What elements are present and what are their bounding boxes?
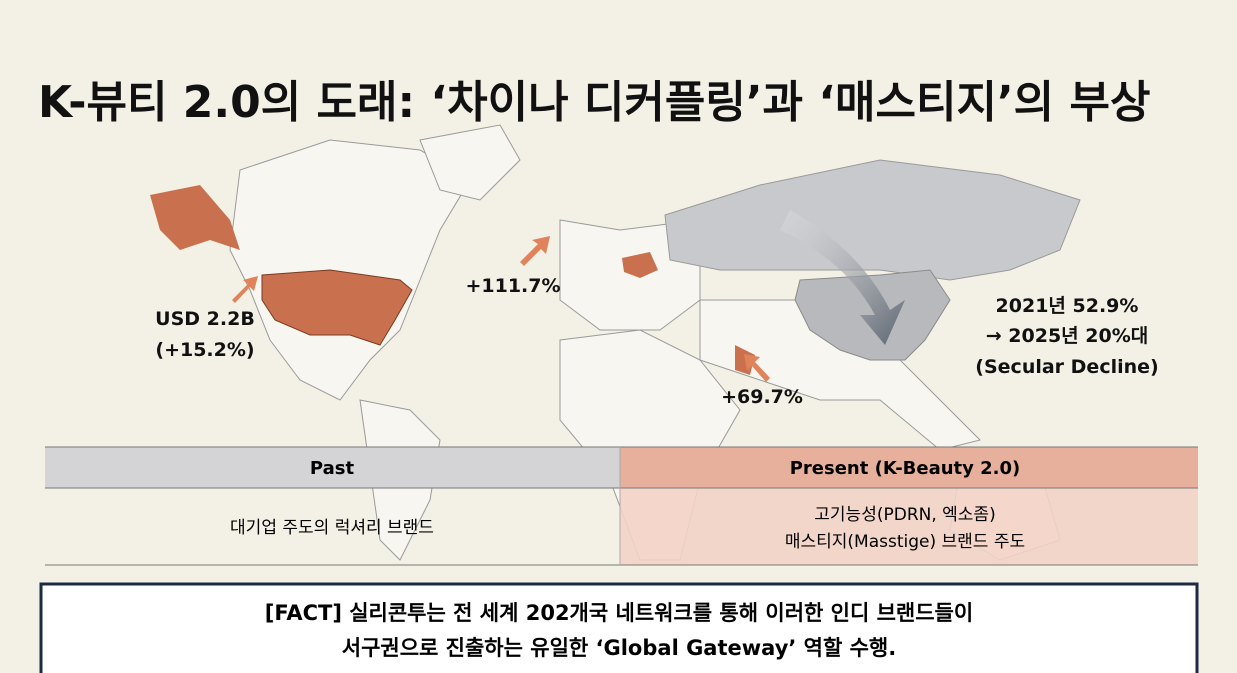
annotation: 2021년 52.9% <box>996 295 1139 317</box>
annotation: USD 2.2B <box>155 308 255 330</box>
fact-box <box>39 582 1199 673</box>
alaska <box>150 185 240 250</box>
header-cell <box>620 447 1198 488</box>
table-cell: 매스티지(Masstige) 브랜드 주도 <box>785 532 1025 552</box>
russia <box>664 159 1081 281</box>
annotation: +69.7% <box>721 386 803 408</box>
decline-arrow <box>780 210 905 345</box>
annotation: +111.7% <box>465 275 560 297</box>
table-header: Past <box>310 458 355 479</box>
poland <box>622 252 658 278</box>
fact-text: [FACT] 실리콘투는 전 세계 202개국 네트워크를 통해 이러한 인디 … <box>265 601 973 625</box>
table-cell: 고기능성(PDRN, 엑소좀) <box>814 505 995 525</box>
annotation: (Secular Decline) <box>975 356 1158 378</box>
annotation: → 2025년 20%대 <box>986 325 1148 347</box>
header-cell <box>45 447 620 488</box>
body-cell <box>620 488 1198 565</box>
title: K-뷰티 2.0의 도래: ‘차이나 디커플링’과 ‘매스티지’의 부상 <box>38 77 1150 128</box>
table-cell: 대기업 주도의 럭셔리 브랜드 <box>230 518 434 538</box>
annotation: (+15.2%) <box>155 339 254 361</box>
table-header: Present (K-Beauty 2.0) <box>790 458 1021 479</box>
fact-text: 서구권으로 진출하는 유일한 ‘Global Gateway’ 역할 수행. <box>342 636 896 660</box>
growth-arrows <box>232 236 770 382</box>
usa <box>261 269 413 346</box>
